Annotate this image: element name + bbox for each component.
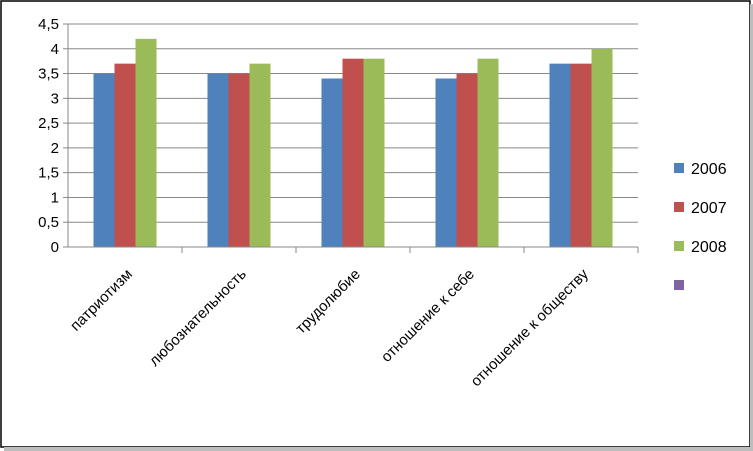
bars — [93, 38, 613, 248]
legend-swatch — [674, 241, 684, 251]
bar — [228, 73, 250, 247]
chart-frame-shadow-right — [750, 4, 753, 450]
y-tick-label: 1 — [51, 189, 59, 206]
bar — [342, 58, 364, 247]
bar — [249, 63, 271, 248]
chart-frame-shadow-bottom — [4, 447, 753, 451]
bar — [456, 73, 478, 247]
y-tick-label: 0 — [51, 239, 59, 256]
legend-label: 2007 — [691, 200, 727, 217]
y-tick-label: 4 — [51, 41, 59, 58]
legend-label: 2006 — [691, 161, 727, 178]
bar — [135, 38, 157, 247]
legend-swatch — [674, 202, 684, 212]
legend-swatch — [674, 163, 684, 173]
y-tick-label: 1,5 — [38, 165, 59, 182]
y-tick-label: 3 — [51, 90, 59, 107]
legend: 2006 2007 2008 — [674, 161, 727, 290]
y-tick-label: 0,5 — [38, 214, 59, 231]
y-tick-label: 2 — [51, 140, 59, 157]
y-tick-label: 3,5 — [38, 66, 59, 83]
bar — [549, 63, 571, 248]
bar — [435, 78, 457, 247]
bar — [570, 63, 592, 248]
bar — [477, 58, 499, 247]
bar — [591, 48, 613, 248]
bar — [93, 73, 115, 247]
bar — [114, 63, 136, 248]
bar — [207, 73, 229, 247]
y-tick-label: 2,5 — [38, 115, 59, 132]
axes — [63, 23, 639, 253]
legend-label: 2008 — [691, 239, 727, 256]
bar — [321, 78, 343, 247]
y-tick-label: 4,5 — [38, 16, 59, 33]
legend-swatch — [674, 280, 684, 290]
y-tick-labels: 0 0,5 1 1,5 2 2,5 3 3,5 4 4,5 — [38, 16, 59, 256]
bar — [363, 58, 385, 247]
